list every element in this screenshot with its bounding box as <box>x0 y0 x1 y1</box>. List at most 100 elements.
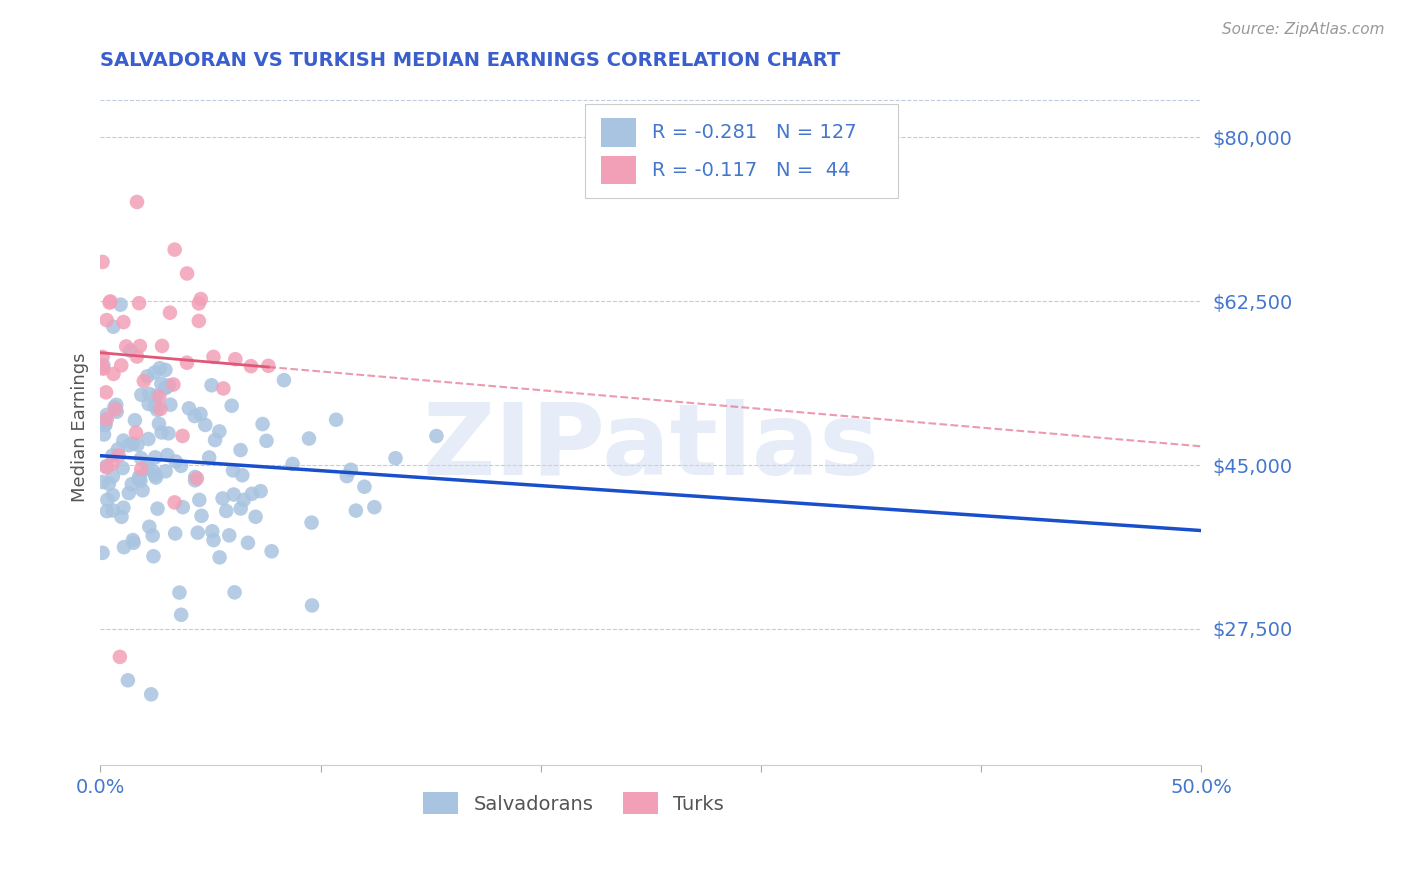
Point <box>176 356 198 370</box>
Point <box>148 417 170 431</box>
Point <box>115 339 138 353</box>
Point <box>101 469 124 483</box>
Point <box>142 528 165 542</box>
Point <box>204 433 226 447</box>
Point <box>96 408 118 422</box>
Point <box>187 296 209 310</box>
Point <box>240 487 263 501</box>
Point <box>110 509 132 524</box>
Point <box>260 544 283 558</box>
Point <box>425 429 447 443</box>
Point <box>363 500 385 515</box>
Point <box>184 473 207 487</box>
Point <box>157 426 180 441</box>
Point <box>184 470 207 484</box>
Point <box>172 500 194 515</box>
Text: R = -0.117   N =  44: R = -0.117 N = 44 <box>652 161 851 179</box>
Point <box>143 399 166 413</box>
Point <box>93 359 115 373</box>
Point <box>162 377 184 392</box>
Point <box>224 352 246 367</box>
Point <box>172 429 194 443</box>
Point <box>187 525 209 540</box>
Point <box>170 458 193 473</box>
Point <box>236 536 259 550</box>
Point <box>257 359 280 373</box>
Point <box>138 432 160 446</box>
Point <box>212 381 235 395</box>
Point <box>103 400 125 414</box>
Point <box>249 484 271 499</box>
Point <box>103 319 125 334</box>
Legend: Salvadorans, Turks: Salvadorans, Turks <box>416 784 733 822</box>
Point <box>245 509 267 524</box>
Point <box>224 585 246 599</box>
Point <box>176 267 198 281</box>
Point <box>208 425 231 439</box>
Point <box>138 520 160 534</box>
FancyBboxPatch shape <box>602 156 637 185</box>
Point <box>98 294 121 309</box>
Point <box>198 450 221 465</box>
Point <box>150 376 173 391</box>
Point <box>110 359 132 373</box>
Point <box>190 407 212 421</box>
Point <box>155 464 177 478</box>
Point <box>91 475 114 489</box>
Point <box>229 501 252 516</box>
Text: R = -0.281   N = 127: R = -0.281 N = 127 <box>652 123 856 142</box>
Point <box>91 350 114 364</box>
Point <box>187 314 209 328</box>
Point <box>128 473 150 487</box>
Point <box>96 412 118 426</box>
Point <box>229 443 252 458</box>
Point <box>231 468 253 483</box>
Point <box>239 359 262 373</box>
Point <box>301 516 323 530</box>
Point <box>125 350 148 364</box>
Point <box>252 417 274 431</box>
Point <box>127 438 149 452</box>
Point <box>97 476 120 491</box>
Point <box>138 397 160 411</box>
Point <box>201 524 224 539</box>
Point <box>131 483 153 498</box>
Point <box>336 469 359 483</box>
Point <box>91 360 114 375</box>
Point <box>117 673 139 688</box>
Point <box>159 306 181 320</box>
Point <box>118 438 141 452</box>
Point <box>136 457 159 471</box>
Point <box>149 401 172 416</box>
Point <box>150 425 173 440</box>
Point <box>142 549 165 564</box>
Point <box>156 448 179 462</box>
Point <box>301 599 323 613</box>
Point <box>157 378 180 392</box>
Point <box>163 243 186 257</box>
Point <box>218 528 240 542</box>
Point <box>170 607 193 622</box>
Point <box>298 432 321 446</box>
Point <box>155 381 177 395</box>
Point <box>129 339 152 353</box>
Text: SALVADORAN VS TURKISH MEDIAN EARNINGS CORRELATION CHART: SALVADORAN VS TURKISH MEDIAN EARNINGS CO… <box>100 51 841 70</box>
Point <box>101 503 124 517</box>
Point <box>163 495 186 509</box>
Point <box>221 399 243 413</box>
Point <box>118 486 141 500</box>
Point <box>129 462 152 476</box>
Point <box>112 540 135 554</box>
Point <box>155 381 177 395</box>
Point <box>131 388 153 402</box>
Point <box>122 436 145 450</box>
Point <box>211 491 233 506</box>
Point <box>145 388 167 402</box>
Point <box>273 373 295 387</box>
Point <box>183 409 205 423</box>
Point <box>146 501 169 516</box>
Point <box>169 585 191 599</box>
Point <box>165 454 187 468</box>
Point <box>96 504 118 518</box>
Point <box>107 442 129 457</box>
